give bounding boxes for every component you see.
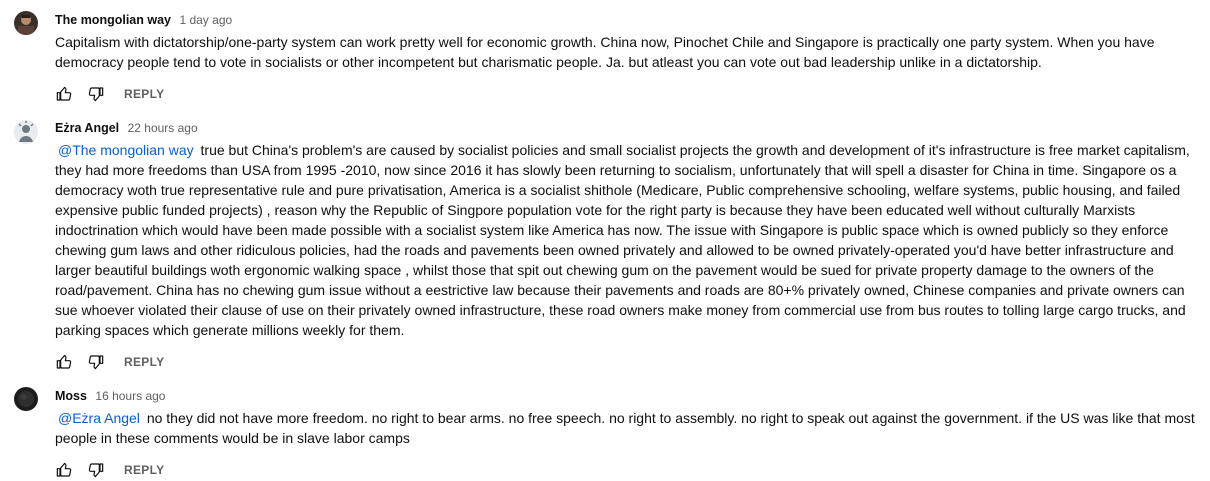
- author-name[interactable]: Moss: [55, 389, 87, 403]
- dislike-button[interactable]: [87, 85, 105, 103]
- thumbs-up-icon: [56, 86, 72, 101]
- comment-header: Eżra Angel 22 hours ago: [55, 120, 198, 136]
- dislike-button[interactable]: [87, 461, 105, 479]
- comment-text-content: Capitalism with dictatorship/one-party s…: [55, 34, 1155, 70]
- like-button[interactable]: [55, 85, 73, 103]
- like-button[interactable]: [55, 461, 73, 479]
- avatar-image: [14, 387, 38, 411]
- author-name[interactable]: The mongolian way: [55, 13, 171, 27]
- mention-link[interactable]: @Eżra Angel: [58, 410, 140, 426]
- comment-header: The mongolian way 1 day ago: [55, 12, 232, 28]
- thumbs-down-icon: [88, 355, 104, 370]
- thumbs-up-icon: [56, 354, 72, 369]
- mention-link[interactable]: @The mongolian way: [58, 142, 194, 158]
- comment-text: @Eżra Angel no they did not have more fr…: [55, 408, 1200, 448]
- comment-actions: REPLY: [55, 460, 164, 480]
- reply-button[interactable]: REPLY: [124, 355, 165, 369]
- dislike-button[interactable]: [87, 353, 105, 371]
- comment-text-content: true but China's problem's are caused by…: [55, 142, 1190, 338]
- thumbs-down-icon: [88, 463, 104, 478]
- thumbs-up-icon: [56, 462, 72, 477]
- reply-button[interactable]: REPLY: [124, 463, 165, 477]
- avatar-image: [14, 11, 38, 35]
- comment-time[interactable]: 22 hours ago: [127, 121, 198, 135]
- avatar[interactable]: [14, 387, 38, 411]
- comment-time[interactable]: 16 hours ago: [95, 389, 166, 403]
- comment-text-content: no they did not have more freedom. no ri…: [55, 410, 1195, 446]
- comment-time[interactable]: 1 day ago: [179, 13, 233, 27]
- avatar[interactable]: [14, 11, 38, 35]
- comment-text: @The mongolian way true but China's prob…: [55, 140, 1200, 340]
- author-name[interactable]: Eżra Angel: [55, 121, 120, 135]
- avatar[interactable]: [14, 120, 38, 144]
- comment-actions: REPLY: [55, 84, 164, 104]
- comment-text: Capitalism with dictatorship/one-party s…: [55, 32, 1200, 72]
- thumbs-down-icon: [88, 87, 104, 102]
- like-button[interactable]: [55, 353, 73, 371]
- avatar-image: [14, 120, 38, 144]
- comment-header: Moss 16 hours ago: [55, 388, 165, 404]
- comment-actions: REPLY: [55, 352, 164, 372]
- reply-button[interactable]: REPLY: [124, 87, 165, 101]
